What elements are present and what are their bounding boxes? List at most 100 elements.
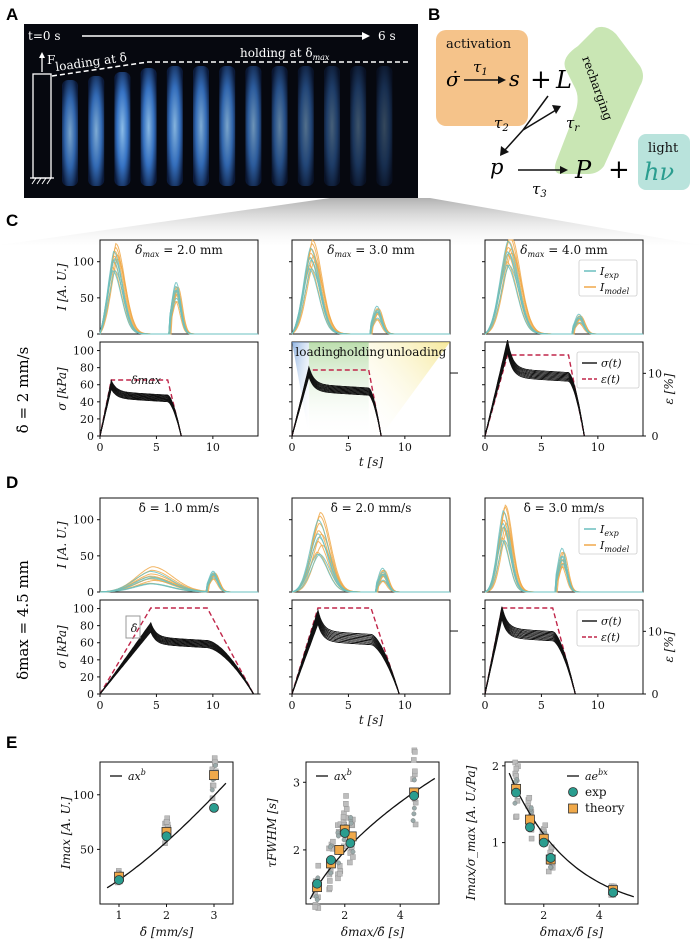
legend-theory-text: theory	[585, 801, 625, 815]
x-tick-label: 0	[289, 441, 296, 454]
luminescent-bar-6	[193, 66, 209, 186]
x-tick-label: 10	[206, 699, 220, 712]
y-tick-label: 20	[80, 413, 94, 426]
gray-exp-point	[213, 763, 218, 768]
gray-exp-point	[341, 837, 347, 843]
x-axis-label: δmax/δ̇ [s]	[540, 925, 603, 939]
theory-marker	[334, 845, 345, 855]
x-tick-label: 5	[153, 699, 160, 712]
summary-frame	[305, 761, 440, 905]
tau3-label: τ3	[532, 180, 547, 200]
intensity-curve-12	[99, 270, 258, 335]
sigma-dot: σ̇	[446, 67, 461, 91]
time-axis-label: t [s]	[359, 713, 383, 727]
gray-theory-point	[343, 793, 349, 799]
legend-model-label: Imodel	[599, 539, 630, 554]
legend-exp-label: Iexp	[599, 265, 619, 280]
strain-tick-label: 10	[648, 367, 662, 380]
phase-label-loading: loading	[295, 345, 340, 359]
intensity-axis-label: I [A. U.]	[55, 263, 69, 311]
title-c1: δmax = 2.0 mm	[135, 243, 223, 259]
y-tick-label: 100	[73, 256, 94, 269]
arrow-tau2-head	[500, 146, 509, 156]
force-arrow-head	[39, 52, 45, 58]
time-end: 6 s	[378, 29, 396, 43]
x-tick-label: 5	[345, 699, 352, 712]
gray-theory-point	[512, 759, 518, 766]
x-tick-label: 5	[538, 441, 545, 454]
summary-plot-2: 2 4 2 3 δmax/δ̇ [s] τFWHM [s] axb	[265, 747, 440, 939]
y-tick-label: 2	[293, 844, 300, 857]
title-d1: δ̇ = 1.0 mm/s	[139, 501, 220, 515]
summary-frame	[504, 761, 639, 905]
y-tick-label: 50	[80, 550, 94, 563]
gray-exp-point	[411, 777, 417, 783]
light-box	[638, 134, 690, 190]
intensity-curve-12	[291, 268, 450, 335]
gray-theory-point	[312, 904, 318, 910]
activation-box	[436, 30, 528, 126]
y-axis-label: Imax [A. U.]	[59, 797, 73, 871]
panel-b-scheme: activation σ̇ τ1 s + L recharging τ2 τr …	[436, 26, 690, 200]
y-tick-label: 0	[87, 688, 94, 701]
slope-annotation-box	[125, 615, 141, 639]
arrow-tau3-head	[560, 166, 568, 174]
title-d2: δ̇ = 2.0 mm/s	[331, 501, 412, 515]
x-tick-label: 10	[398, 699, 412, 712]
annotation-delta-dot: δ̇	[131, 622, 138, 635]
stress-frame	[99, 599, 259, 695]
strain-tick-label: 0	[652, 430, 659, 443]
y-tick-label: 100	[73, 514, 94, 527]
luminescent-bar-2	[88, 76, 105, 186]
gray-exp-point	[411, 805, 417, 811]
stress-curve-3	[484, 614, 583, 695]
panel-label-a: A	[6, 5, 18, 24]
gray-exp-point	[328, 870, 334, 876]
panel-a-image: t=0 s 6 s loading at δ̇ holding at δmax …	[0, 24, 700, 245]
exp-marker	[312, 878, 322, 889]
gray-exp-point	[528, 805, 534, 811]
annotation-delta-max: δmax	[131, 374, 162, 387]
strain-curve	[99, 607, 255, 695]
gray-theory-point	[340, 814, 347, 820]
exp-marker	[525, 822, 535, 833]
stress-frame	[484, 341, 644, 437]
stress-curve-1	[484, 615, 583, 695]
legend-theory-marker	[568, 803, 578, 814]
luminescent-bar-12	[350, 66, 367, 186]
gray-exp-point	[336, 833, 341, 839]
x-tick-label: 0	[97, 699, 104, 712]
panel-label-b: B	[428, 5, 440, 24]
x-tick-label: 5	[538, 699, 545, 712]
gray-exp-point	[548, 864, 553, 870]
light-label: light	[648, 141, 679, 156]
strain-tick-label: 0	[652, 688, 659, 701]
legend-sigma-label: σ(t)	[601, 615, 622, 628]
stress-frame	[291, 599, 451, 695]
legend-exp-label: Iexp	[599, 523, 619, 538]
stress-axis-label: σ [kPa]	[55, 625, 69, 669]
gray-theory-point	[350, 854, 356, 860]
y-tick-label: 100	[73, 603, 94, 616]
y-tick-label: 0	[87, 430, 94, 443]
gray-theory-point	[330, 838, 336, 845]
y-tick-label: 2	[492, 760, 499, 773]
recharging-box	[554, 26, 643, 174]
gray-theory-point	[163, 819, 170, 825]
stress-curve-5	[291, 613, 406, 695]
x-tick-label: 2	[163, 909, 170, 922]
stress-curve-8	[484, 339, 592, 437]
luminescent-bar-1	[62, 80, 78, 186]
y-tick-label: 0	[87, 586, 94, 599]
x-tick-label: 4	[397, 909, 404, 922]
stress-curve-7	[99, 623, 261, 695]
legend-model-label: Imodel	[599, 281, 630, 296]
x-tick-label: 10	[591, 441, 605, 454]
time-arrow-head	[362, 32, 370, 40]
gray-theory-point	[343, 806, 350, 812]
gray-theory-point	[513, 813, 520, 820]
